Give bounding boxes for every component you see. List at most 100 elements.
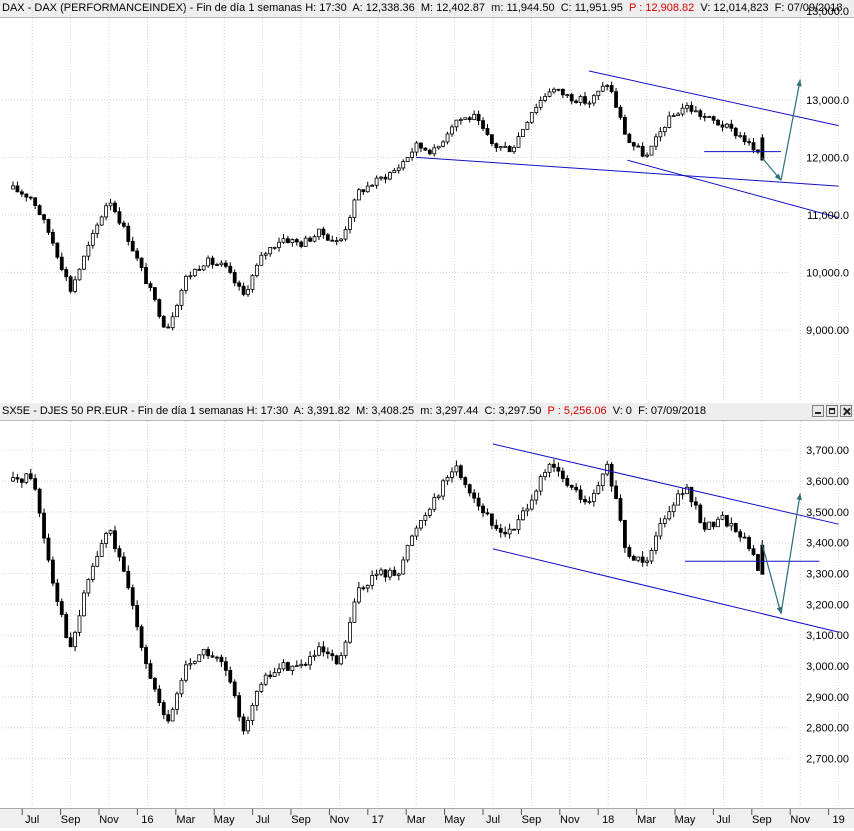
candle-body	[113, 202, 117, 213]
candle-body	[206, 257, 211, 267]
candle-body	[188, 275, 193, 278]
x-tick-label: Mar	[637, 814, 656, 826]
candle-body	[374, 573, 379, 576]
candle-body	[454, 119, 459, 128]
dax-high: M: 12,402.87	[420, 2, 486, 14]
x-tick-label: Jul	[256, 814, 270, 826]
arrow-head	[774, 173, 781, 181]
candle-body	[467, 484, 472, 494]
candle-body	[325, 651, 330, 655]
y-tick-label: 11,000.0	[807, 210, 849, 222]
candle-body	[161, 316, 166, 328]
sx5e-volume: V: 0	[612, 405, 632, 417]
x-tick-label: Nov	[99, 814, 119, 826]
candle-body	[277, 668, 281, 673]
candle-body	[450, 126, 454, 135]
y-tick-label: 3,400.00	[806, 538, 849, 550]
candle-body	[476, 497, 481, 507]
candle-body	[330, 239, 335, 242]
candle-body	[184, 664, 188, 681]
candle-body	[751, 548, 756, 555]
candle-body	[649, 145, 654, 156]
close-button[interactable]	[840, 405, 852, 417]
candle-body	[525, 121, 530, 130]
y-tick-label: 13,000.0	[806, 95, 849, 107]
candle-body	[631, 142, 636, 147]
candle-body	[99, 216, 104, 226]
candle-body	[458, 465, 463, 478]
candle-body	[623, 116, 627, 135]
candle-body	[348, 217, 352, 230]
candle-body	[286, 238, 290, 244]
candle-body	[405, 156, 410, 162]
candle-body	[414, 142, 419, 153]
candle-body	[560, 470, 565, 479]
y-tick-label: 3,600.00	[806, 476, 849, 488]
candle-body	[144, 647, 148, 665]
projection-arrow	[780, 493, 801, 614]
candle-body	[578, 489, 583, 500]
minimize-button[interactable]	[812, 405, 824, 417]
candle-body	[246, 289, 250, 295]
candle-body	[725, 123, 729, 128]
dax-title: DAX - DAX (PERFORMANCEINDEX) - Fin de dí…	[2, 2, 303, 14]
candle-body	[90, 233, 95, 246]
candle-body	[232, 272, 237, 284]
candle-body	[90, 565, 95, 580]
candle-body	[729, 123, 734, 129]
candle-body	[738, 531, 743, 538]
candle-body	[481, 120, 485, 129]
candle-body	[113, 530, 117, 550]
candle-body	[463, 477, 468, 486]
candle-body	[618, 498, 623, 521]
candle-body	[627, 133, 632, 144]
candle-body	[569, 484, 574, 488]
candle-body	[281, 662, 286, 670]
candle-body	[321, 646, 326, 653]
candle-body	[339, 655, 344, 665]
candle-body	[538, 476, 543, 492]
candle-body	[560, 88, 565, 96]
candle-body	[254, 264, 259, 277]
x-tick-label: May	[444, 814, 465, 826]
candle-body	[521, 128, 525, 137]
candle-body	[343, 641, 348, 657]
candle-body	[215, 264, 219, 266]
candle-body	[707, 116, 712, 118]
candle-body	[219, 656, 224, 663]
candle-body	[68, 276, 73, 292]
sx5e-annotations	[492, 443, 839, 633]
candle-body	[680, 107, 685, 115]
candle-body	[152, 678, 157, 690]
x-tick-label: May	[214, 814, 235, 826]
dax-header-text: DAX - DAX (PERFORMANCEINDEX) - Fin de dí…	[2, 2, 843, 14]
candle-body	[458, 119, 463, 121]
candle-body	[197, 268, 202, 271]
candle-body	[59, 256, 64, 270]
candle-body	[543, 95, 548, 101]
candle-body	[401, 161, 406, 169]
candle-body	[565, 478, 570, 486]
candle-body	[290, 665, 295, 671]
candle-body	[303, 663, 308, 666]
candle-body	[614, 91, 618, 108]
dax-date: F: 07/09/2018	[774, 2, 843, 14]
candle-body	[702, 116, 707, 118]
candle-body	[175, 305, 179, 318]
candle-body	[423, 515, 428, 521]
candle-body	[37, 488, 42, 514]
candle-body	[419, 142, 423, 149]
candle-body	[507, 528, 512, 535]
trendline	[492, 548, 839, 633]
candle-body	[512, 528, 516, 531]
candle-body	[210, 257, 215, 265]
candle-body	[42, 214, 46, 220]
candle-body	[379, 569, 383, 575]
candle-body	[414, 527, 419, 537]
sx5e-panel-header: SX5E - DJES 50 PR.EUR - Fin de día 1 sem…	[0, 403, 854, 421]
candle-body	[308, 656, 312, 666]
maximize-button[interactable]	[826, 405, 838, 417]
candle-body	[569, 94, 574, 102]
candle-body	[73, 631, 77, 648]
candle-body	[658, 131, 663, 138]
